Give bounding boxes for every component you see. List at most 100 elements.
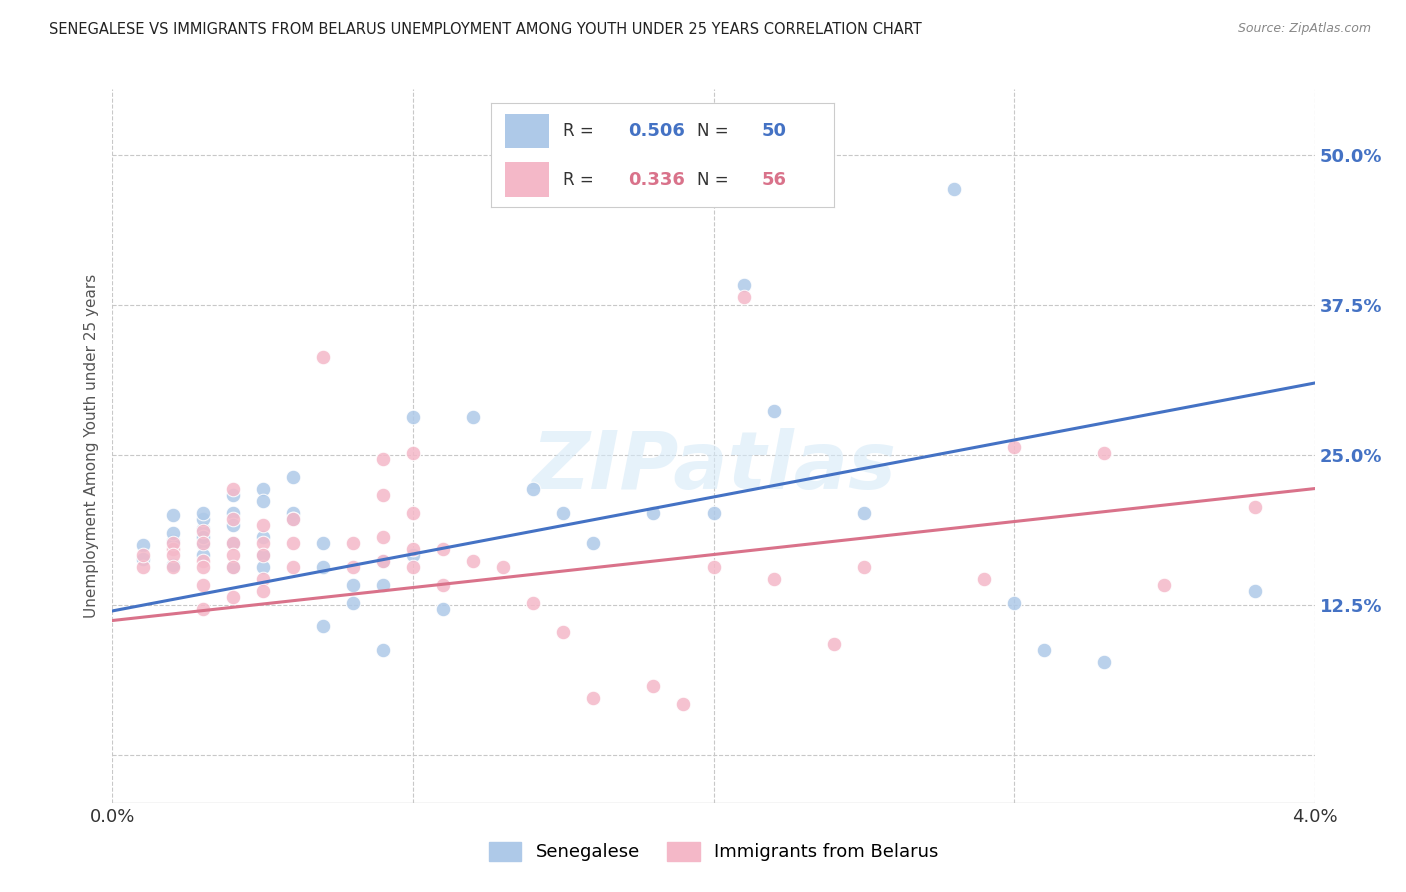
Point — [852, 506, 875, 520]
Point — [492, 559, 515, 574]
Point — [342, 559, 364, 574]
Point — [162, 535, 184, 549]
Point — [342, 595, 364, 609]
Point — [252, 517, 274, 532]
Point — [222, 590, 245, 604]
Point — [432, 577, 454, 591]
Point — [461, 409, 484, 424]
Point — [222, 482, 245, 496]
Point — [762, 403, 785, 417]
Point — [281, 535, 304, 549]
Point — [312, 559, 335, 574]
Point — [823, 638, 845, 652]
Point — [553, 506, 575, 520]
Point — [312, 535, 335, 549]
Point — [1243, 583, 1265, 598]
Point — [252, 493, 274, 508]
Point — [222, 487, 245, 501]
Point — [1243, 500, 1265, 514]
Text: SENEGALESE VS IMMIGRANTS FROM BELARUS UNEMPLOYMENT AMONG YOUTH UNDER 25 YEARS CO: SENEGALESE VS IMMIGRANTS FROM BELARUS UN… — [49, 22, 922, 37]
Point — [252, 530, 274, 544]
Point — [252, 548, 274, 562]
Point — [1153, 577, 1175, 591]
Point — [191, 524, 214, 538]
Point — [191, 553, 214, 567]
Point — [252, 482, 274, 496]
Point — [522, 482, 544, 496]
Point — [281, 506, 304, 520]
Point — [222, 535, 245, 549]
Legend: Senegalese, Immigrants from Belarus: Senegalese, Immigrants from Belarus — [481, 835, 946, 869]
Point — [402, 506, 425, 520]
Point — [371, 553, 394, 567]
Point — [191, 535, 214, 549]
Point — [672, 698, 695, 712]
Point — [252, 572, 274, 586]
Point — [131, 538, 153, 552]
Point — [162, 534, 184, 549]
Point — [191, 559, 214, 574]
Point — [252, 583, 274, 598]
Point — [402, 445, 425, 459]
Point — [702, 506, 725, 520]
Point — [1092, 656, 1115, 670]
Point — [553, 625, 575, 640]
Point — [252, 535, 274, 549]
Point — [371, 451, 394, 466]
Point — [191, 601, 214, 615]
Point — [281, 511, 304, 525]
Point — [342, 535, 364, 549]
Point — [252, 548, 274, 562]
Point — [131, 548, 153, 562]
Point — [402, 409, 425, 424]
Point — [1002, 440, 1025, 454]
Text: ZIPatlas: ZIPatlas — [531, 428, 896, 507]
Point — [371, 530, 394, 544]
Point — [162, 525, 184, 540]
Point — [371, 487, 394, 501]
Point — [222, 559, 245, 574]
Point — [281, 469, 304, 483]
Point — [312, 619, 335, 633]
Point — [582, 691, 605, 706]
Point — [402, 541, 425, 556]
Point — [222, 548, 245, 562]
Point — [733, 290, 755, 304]
Point — [222, 517, 245, 532]
Point — [973, 572, 995, 586]
Point — [162, 508, 184, 522]
Point — [643, 506, 665, 520]
Point — [281, 511, 304, 525]
Point — [191, 577, 214, 591]
Point — [252, 559, 274, 574]
Point — [281, 559, 304, 574]
Point — [733, 277, 755, 292]
Point — [162, 559, 184, 574]
Point — [312, 350, 335, 364]
Point — [162, 541, 184, 556]
Point — [371, 553, 394, 567]
Point — [582, 535, 605, 549]
Point — [191, 511, 214, 525]
Point — [852, 559, 875, 574]
Point — [432, 541, 454, 556]
Point — [371, 643, 394, 657]
Point — [371, 577, 394, 591]
Point — [342, 577, 364, 591]
Y-axis label: Unemployment Among Youth under 25 years: Unemployment Among Youth under 25 years — [84, 274, 100, 618]
Point — [191, 522, 214, 536]
Point — [432, 601, 454, 615]
Text: Source: ZipAtlas.com: Source: ZipAtlas.com — [1237, 22, 1371, 36]
Point — [402, 559, 425, 574]
Point — [222, 511, 245, 525]
Point — [1033, 643, 1056, 657]
Point — [131, 559, 153, 574]
Point — [402, 548, 425, 562]
Point — [191, 548, 214, 562]
Point — [162, 548, 184, 562]
Point — [643, 680, 665, 694]
Point — [222, 506, 245, 520]
Point — [522, 595, 544, 609]
Point — [222, 559, 245, 574]
Point — [762, 572, 785, 586]
